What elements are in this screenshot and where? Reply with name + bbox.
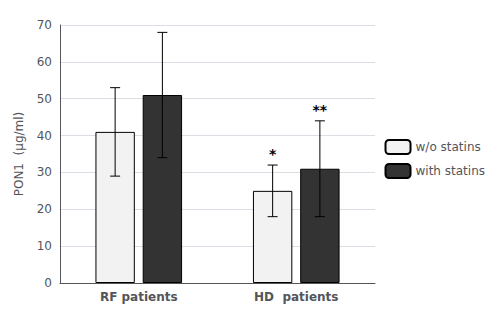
svg-text:with statins: with statins — [416, 164, 485, 178]
svg-text:PON1 (μg/ml): PON1 (μg/ml) — [12, 112, 26, 197]
svg-text:RF patients: RF patients — [100, 290, 178, 304]
svg-text:w/o statins: w/o statins — [416, 140, 481, 154]
svg-text:20: 20 — [37, 202, 52, 216]
svg-text:10: 10 — [37, 239, 52, 253]
svg-text:0: 0 — [44, 276, 52, 290]
svg-text:40: 40 — [37, 129, 52, 143]
svg-text:30: 30 — [37, 165, 52, 179]
svg-text:50: 50 — [37, 92, 52, 106]
svg-text:*: * — [269, 146, 277, 162]
svg-text:**: ** — [313, 102, 328, 118]
svg-text:HD patients: HD patients — [254, 290, 338, 304]
svg-text:70: 70 — [37, 18, 52, 32]
svg-text:60: 60 — [37, 55, 52, 69]
